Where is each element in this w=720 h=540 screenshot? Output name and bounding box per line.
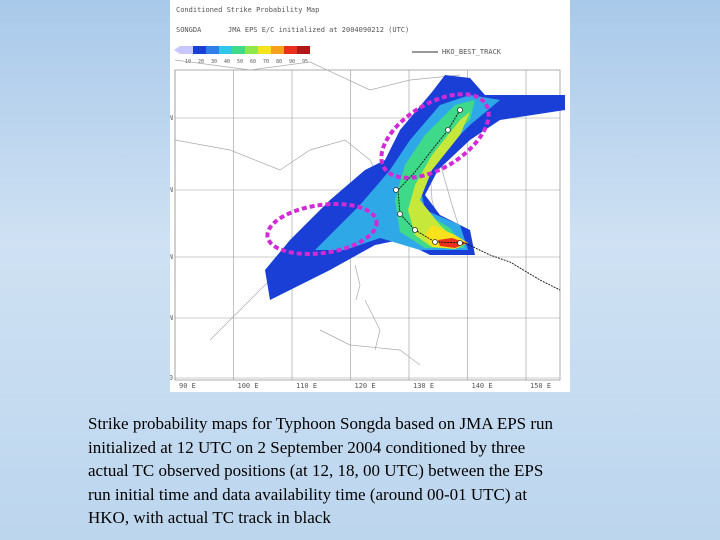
colorbar-cell [297, 46, 310, 54]
lat-label: 20 N [170, 253, 173, 261]
colorbar-cell [258, 46, 271, 54]
colorbar-arrow [174, 46, 180, 54]
colorbar-cell [180, 46, 193, 54]
colorbar-cell [232, 46, 245, 54]
colorbar-label: 60 [250, 59, 256, 65]
map-title: Conditioned Strike Probability Map [176, 6, 319, 14]
caption-line: run initial time and data availability t… [88, 484, 528, 504]
colorbar-label: 20 [198, 59, 204, 65]
lon-label: 90 E [179, 382, 196, 390]
colorbar-cell [219, 46, 232, 54]
lat-label: 0 [170, 374, 173, 382]
caption-line: Strike probability maps for Typhoon Song… [88, 414, 554, 433]
lat-label: 10 N [170, 314, 173, 322]
colorbar-cell [284, 46, 297, 54]
caption: Strike probability maps for Typhoon Song… [88, 412, 688, 530]
lon-label: 110 E [296, 382, 317, 390]
colorbar-cell [206, 46, 219, 54]
track-points [393, 107, 463, 246]
colorbar-label: 50 [237, 59, 243, 65]
strike-probability-map: Conditioned Strike Probability Map SONGD… [170, 0, 570, 392]
colorbar-label: 30 [211, 59, 217, 65]
lon-label: 120 E [355, 382, 376, 390]
map-subtitle: JMA EPS E/C initialized at 2004090212 (U… [228, 26, 409, 34]
colorbar-label: 70 [263, 59, 269, 65]
lon-label: 150 E [530, 382, 551, 390]
lon-label: 130 E [413, 382, 434, 390]
colorbar-cell [193, 46, 206, 54]
caption-line: initialized at 12 UTC on 2 September 200… [88, 437, 526, 457]
lon-label: 100 E [238, 382, 259, 390]
caption-line: actual TC observed positions (at 12, 18,… [88, 461, 544, 480]
lon-label: 140 E [472, 382, 493, 390]
colorbar-label: 90 [289, 59, 295, 65]
lat-label: 30 N [170, 186, 173, 194]
colorbar-label: 40 [224, 59, 230, 65]
run-name: SONGDA [176, 26, 202, 34]
colorbar-label: 80 [276, 59, 282, 65]
legend-label: HKO_BEST_TRACK [442, 48, 502, 56]
caption-line: HKO, with actual TC track in black [88, 508, 331, 527]
colorbar-cell [271, 46, 284, 54]
colorbar-cell [245, 46, 258, 54]
colorbar-label: 95 [302, 59, 308, 65]
lat-label: 40 N [170, 114, 173, 122]
